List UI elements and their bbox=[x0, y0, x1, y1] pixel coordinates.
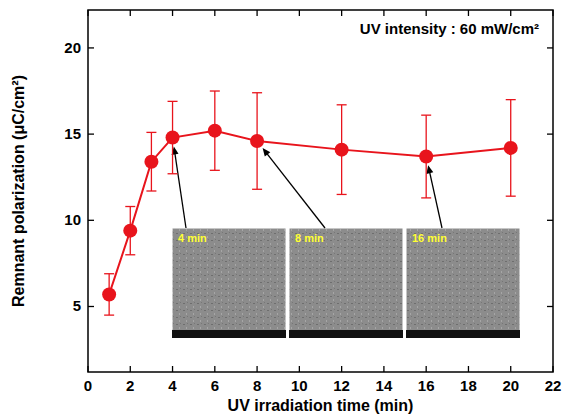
x-tick-top bbox=[172, 10, 173, 16]
x-tick-label: 20 bbox=[502, 377, 519, 394]
inset-arrow bbox=[267, 154, 325, 228]
x-tick-label: 16 bbox=[418, 377, 435, 394]
y-tick-right bbox=[547, 133, 553, 134]
inset-label: 16 min bbox=[412, 232, 447, 244]
x-tick bbox=[468, 366, 469, 372]
x-axis-title: UV irradiation time (min) bbox=[228, 397, 414, 414]
inset-scale-bar bbox=[172, 330, 286, 338]
point bbox=[166, 131, 180, 145]
point bbox=[250, 134, 264, 148]
data-layer bbox=[102, 91, 518, 315]
point bbox=[335, 143, 349, 157]
inset-arrowhead bbox=[426, 165, 433, 174]
x-tick-top bbox=[130, 10, 131, 16]
point bbox=[144, 155, 158, 169]
y-tick bbox=[88, 47, 94, 48]
y-tick-right bbox=[547, 47, 553, 48]
x-tick-label: 22 bbox=[545, 377, 562, 394]
x-tick-label: 14 bbox=[376, 377, 393, 394]
inset-image bbox=[172, 228, 286, 338]
point bbox=[123, 224, 137, 238]
error-cap bbox=[168, 173, 178, 174]
point bbox=[419, 150, 433, 164]
x-tick-top bbox=[256, 10, 257, 16]
y-tick-label: 20 bbox=[64, 39, 81, 56]
x-tick-top bbox=[552, 10, 553, 16]
point bbox=[102, 287, 116, 301]
error-cap bbox=[210, 170, 220, 171]
x-tick-top bbox=[87, 10, 88, 16]
point bbox=[504, 141, 518, 155]
x-tick bbox=[214, 366, 215, 372]
x-tick-label: 8 bbox=[253, 377, 261, 394]
error-cap bbox=[337, 104, 347, 105]
x-tick-label: 12 bbox=[333, 377, 350, 394]
series-line bbox=[109, 131, 511, 295]
inset-scale-bar bbox=[406, 330, 520, 338]
error-cap bbox=[421, 115, 431, 116]
inset-arrow bbox=[430, 172, 442, 228]
y-tick-label: 15 bbox=[64, 125, 81, 142]
error-cap bbox=[125, 254, 135, 255]
annotation: UV intensity : 60 mW/cm² bbox=[360, 20, 539, 37]
inset-label: 4 min bbox=[178, 232, 207, 244]
error-cap bbox=[168, 101, 178, 102]
inset-image bbox=[289, 228, 403, 338]
y-axis-title: Remnant polarization (μC/cm²) bbox=[10, 75, 27, 307]
x-tick-top bbox=[214, 10, 215, 16]
x-tick-top bbox=[383, 10, 384, 16]
error-cap bbox=[337, 194, 347, 195]
x-tick-top bbox=[510, 10, 511, 16]
plot-frame bbox=[88, 10, 553, 372]
error-cap bbox=[125, 206, 135, 207]
x-tick bbox=[299, 366, 300, 372]
x-tick bbox=[510, 366, 511, 372]
inset-scale-bar bbox=[289, 330, 403, 338]
x-tick-top bbox=[426, 10, 427, 16]
inset-image bbox=[406, 228, 520, 338]
y-tick-right bbox=[547, 220, 553, 221]
x-tick bbox=[426, 366, 427, 372]
error-cap bbox=[506, 99, 516, 100]
error-cap bbox=[146, 190, 156, 191]
x-tick-top bbox=[299, 10, 300, 16]
error-cap bbox=[104, 273, 114, 274]
error-cap bbox=[146, 132, 156, 133]
error-cap bbox=[210, 90, 220, 91]
x-tick bbox=[87, 366, 88, 372]
y-tick-label: 5 bbox=[73, 297, 81, 314]
chart: 0 2 4 6 8 10 12 14 16 18 20 22 5 10 15 20 UV irradiation… bbox=[0, 0, 565, 420]
y-tick bbox=[88, 306, 94, 307]
x-tick bbox=[172, 366, 173, 372]
x-tick-label: 6 bbox=[211, 377, 219, 394]
error-cap bbox=[506, 196, 516, 197]
error-cap bbox=[104, 314, 114, 315]
x-tick-label: 0 bbox=[84, 377, 92, 394]
x-tick-top bbox=[341, 10, 342, 16]
inset-label: 8 min bbox=[295, 232, 324, 244]
y-tick-right bbox=[547, 306, 553, 307]
x-tick bbox=[256, 366, 257, 372]
x-tick bbox=[130, 366, 131, 372]
x-tick-label: 4 bbox=[168, 377, 177, 394]
inset-arrowhead bbox=[263, 148, 271, 156]
x-tick bbox=[341, 366, 342, 372]
x-tick-top bbox=[468, 10, 469, 16]
inset-arrow bbox=[175, 153, 186, 228]
point bbox=[208, 124, 222, 138]
y-tick-label: 10 bbox=[64, 211, 81, 228]
x-tick-label: 2 bbox=[126, 377, 134, 394]
error-cap bbox=[421, 197, 431, 198]
x-tick-label: 18 bbox=[460, 377, 477, 394]
x-tick-label: 10 bbox=[291, 377, 308, 394]
y-tick bbox=[88, 133, 94, 134]
error-cap bbox=[252, 189, 262, 190]
x-tick bbox=[383, 366, 384, 372]
x-tick bbox=[552, 366, 553, 372]
insets: 4 min 8 min 16 min bbox=[172, 146, 520, 338]
error-cap bbox=[252, 92, 262, 93]
y-tick bbox=[88, 220, 94, 221]
